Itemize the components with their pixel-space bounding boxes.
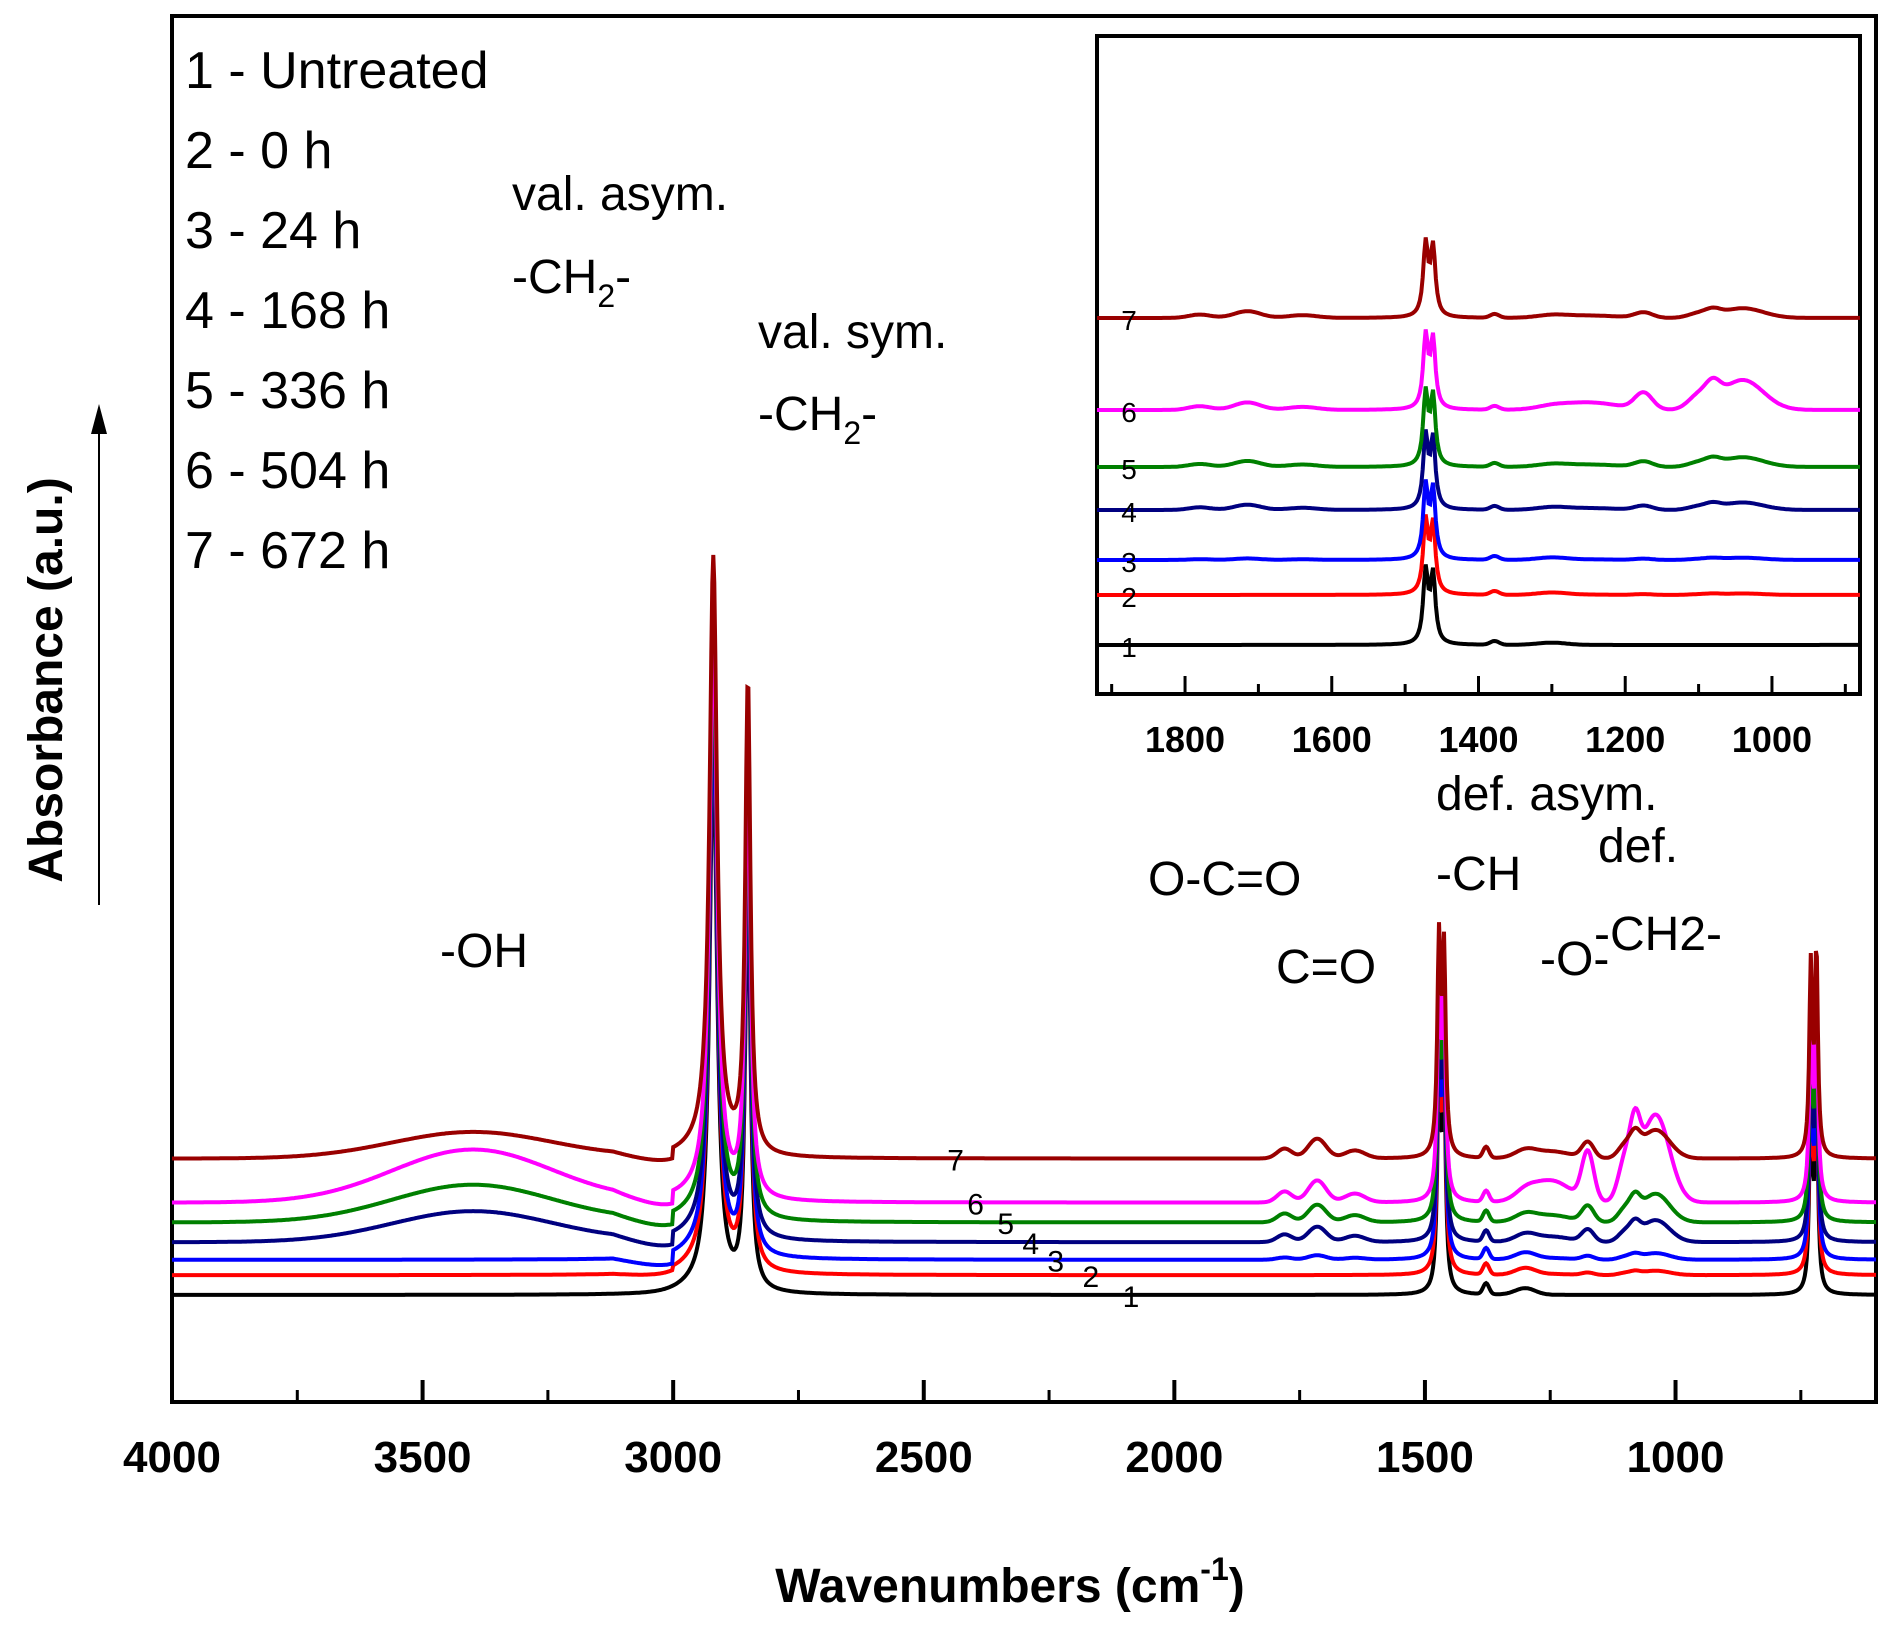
inset-series-number-1: 1 (1121, 632, 1137, 663)
inset-series-line-6 (1097, 329, 1860, 412)
legend-entry-5: 5 - 336 h (185, 362, 390, 420)
series-line-3 (172, 700, 1876, 1267)
annotation-ether: -O- (1540, 933, 1609, 986)
annotation-val-asym: val. asym. (512, 168, 728, 221)
inset-series-line-7 (1097, 237, 1860, 320)
series-line-2 (172, 705, 1876, 1278)
series-number-4: 4 (1022, 1228, 1039, 1261)
legend: 1 - Untreated 2 - 0 h 3 - 24 h 4 - 168 h… (185, 42, 489, 580)
series-line-6 (172, 609, 1876, 1207)
inset-series-number-2: 2 (1121, 582, 1137, 613)
legend-entry-1: 1 - Untreated (185, 42, 489, 100)
inset-series-group (1097, 237, 1860, 647)
inset-x-tick-label: 1600 (1292, 719, 1372, 760)
x-tick-label: 2000 (1125, 1433, 1223, 1482)
series-number-6: 6 (967, 1188, 984, 1221)
inset-series-number-7: 7 (1121, 305, 1137, 336)
x-tick-label: 2500 (875, 1433, 973, 1482)
inset-series-line-1 (1097, 564, 1860, 647)
annotation-oh: -OH (440, 925, 528, 978)
inset-series-line-5 (1097, 386, 1860, 469)
annotation-ococ: O-C=O (1148, 853, 1301, 906)
annotation-val-asym-group: -CH2- (512, 251, 631, 314)
inset-series-line-4 (1097, 429, 1860, 512)
inset-x-tick-label: 1000 (1732, 719, 1812, 760)
inset-x-tick-label: 1400 (1438, 719, 1518, 760)
y-axis-arrow (91, 404, 107, 905)
annotation-def: def. (1598, 820, 1678, 873)
series-number-1: 1 (1123, 1281, 1140, 1314)
annotation-co: C=O (1276, 941, 1376, 994)
legend-entry-4: 4 - 168 h (185, 282, 390, 340)
annotation-def-asym-group: -CH (1436, 848, 1521, 901)
legend-entry-3: 3 - 24 h (185, 202, 361, 260)
inset-series-line-3 (1097, 479, 1860, 562)
main-plot-frame (170, 14, 1878, 1404)
main-x-ticks: 4000 3500 3000 2500 2000 1500 1000 (123, 1380, 1803, 1482)
main-series-group (172, 554, 1876, 1297)
x-tick-label: 3000 (624, 1433, 722, 1482)
series-number-7: 7 (947, 1144, 964, 1177)
series-line-7 (172, 554, 1876, 1162)
y-axis-title: Absorbance (a.u.) (20, 477, 73, 882)
inset-series-number-6: 6 (1121, 397, 1137, 428)
series-number-3: 3 (1047, 1246, 1064, 1279)
legend-entry-7: 7 - 672 h (185, 522, 390, 580)
annotation-def-asym: def. asym. (1436, 768, 1657, 821)
x-tick-label: 3500 (374, 1433, 472, 1482)
x-tick-label: 4000 (123, 1433, 221, 1482)
series-line-1 (172, 746, 1876, 1297)
inset-x-tick-label: 1200 (1585, 719, 1665, 760)
x-tick-label: 1500 (1376, 1433, 1474, 1482)
x-axis-title: Wavenumbers (cm-1) (775, 1551, 1244, 1613)
inset-x-ticks: 1800 1600 1400 1200 1000 (1110, 676, 1847, 760)
series-number-2: 2 (1083, 1261, 1100, 1294)
inset-x-tick-label: 1800 (1145, 719, 1225, 760)
inset-series-number-3: 3 (1121, 547, 1137, 578)
series-number-5: 5 (997, 1208, 1014, 1241)
legend-entry-2: 2 - 0 h (185, 122, 332, 180)
x-tick-label: 1000 (1627, 1433, 1725, 1482)
annotation-def-group: -CH2- (1594, 908, 1722, 961)
annotation-val-sym: val. sym. (758, 306, 947, 359)
inset-series-number-4: 4 (1121, 497, 1137, 528)
annotation-val-sym-group: -CH2- (758, 388, 877, 451)
legend-entry-6: 6 - 504 h (185, 442, 390, 500)
inset-series-line-2 (1097, 514, 1860, 597)
inset-series-number-labels: 1 2 3 4 5 6 7 (1121, 305, 1137, 663)
inset-series-number-5: 5 (1121, 454, 1137, 485)
series-line-4 (172, 671, 1876, 1248)
series-line-5 (172, 640, 1876, 1228)
